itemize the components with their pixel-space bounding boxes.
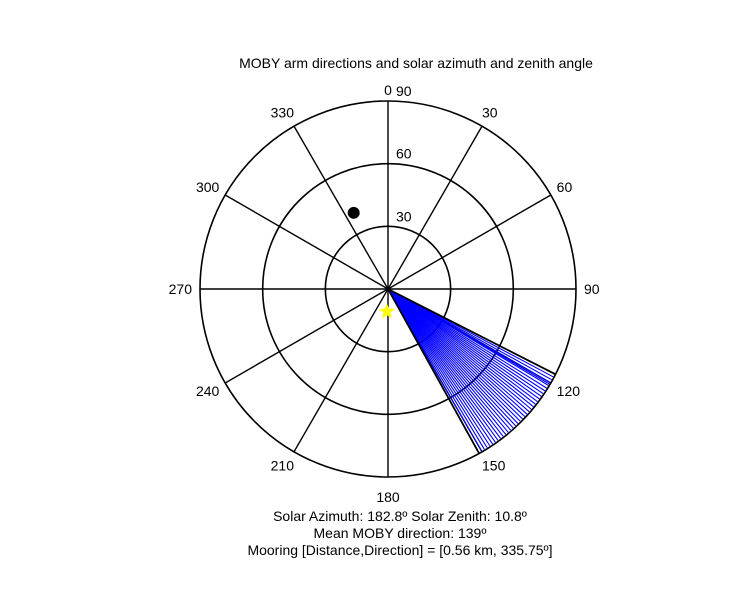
radius-tick-label: 30 xyxy=(396,208,412,224)
solar-position-marker xyxy=(378,303,395,319)
markers xyxy=(347,206,395,319)
mooring-caption: Mooring [Distance,Direction] = [0.56 km,… xyxy=(247,542,553,558)
chart-title: MOBY arm directions and solar azimuth an… xyxy=(239,55,593,71)
arm-boundary-ray xyxy=(387,288,480,454)
angle-tick-label: 60 xyxy=(557,179,573,195)
angle-tick-label: 210 xyxy=(271,458,295,474)
angle-tick-label: 0 xyxy=(384,82,392,98)
radius-tick-label: 90 xyxy=(396,83,412,99)
mean-direction-caption: Mean MOBY direction: 139º xyxy=(313,525,487,541)
angle-tick-label: 90 xyxy=(584,281,600,297)
angle-tick-label: 180 xyxy=(376,489,400,505)
radius-tick-label: 60 xyxy=(396,146,412,162)
solar-caption: Solar Azimuth: 182.8º Solar Zenith: 10.8… xyxy=(273,508,527,524)
angle-tick-label: 240 xyxy=(196,383,220,399)
angle-tick-label: 120 xyxy=(557,383,581,399)
tick-labels: 0 30 60 90 120 150 180 210 240 270 300 330 30 60 90 xyxy=(169,82,600,505)
arm-boundary-ray xyxy=(387,288,556,376)
angle-tick-label: 30 xyxy=(482,104,498,120)
angle-tick-label: 330 xyxy=(271,104,295,120)
angle-tick-label: 300 xyxy=(196,179,220,195)
mooring-position-marker xyxy=(347,206,360,219)
angle-tick-label: 270 xyxy=(169,281,193,297)
angle-tick-label: 150 xyxy=(482,458,506,474)
arm-direction-lines xyxy=(387,288,556,454)
